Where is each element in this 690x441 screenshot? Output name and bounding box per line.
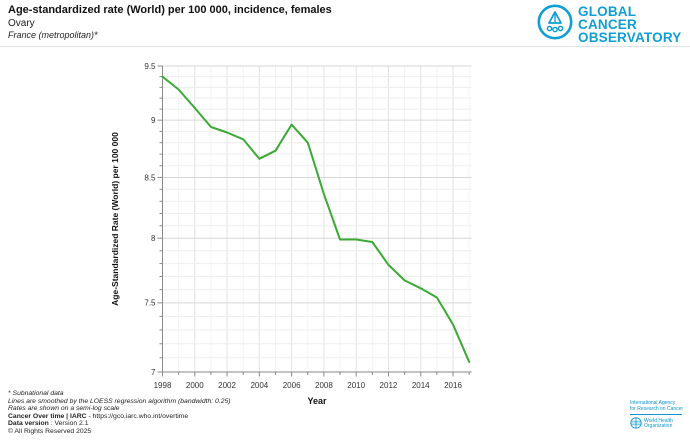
population-label: France (metropolitan)* <box>8 30 98 40</box>
source-name: Cancer Over time | IARC <box>8 412 87 420</box>
page-title: Age-standardized rate (World) per 100 00… <box>8 4 332 16</box>
who-name-line1: World Health <box>644 417 673 424</box>
gco-logo-text-line1: GLOBAL CANCER <box>578 4 637 32</box>
version-value: : Version 2.1 <box>48 420 89 427</box>
header-divider <box>0 46 690 47</box>
svg-text:2006: 2006 <box>283 381 301 390</box>
iarc-divider <box>630 414 682 416</box>
svg-text:8: 8 <box>151 234 156 243</box>
who-name-line2: Organization <box>644 423 673 430</box>
note-loess: Lines are smoothed by the LOESS regressi… <box>8 397 231 405</box>
data-version-line: Data version : Version 2.1 <box>8 420 231 428</box>
y-axis-title: Age-Standardized Rate (World) per 100 00… <box>110 132 120 306</box>
svg-text:2014: 2014 <box>412 381 430 390</box>
iarc-name-line2: for Research on Cancer <box>630 405 684 412</box>
svg-text:1998: 1998 <box>154 381 172 390</box>
svg-text:2016: 2016 <box>444 381 462 390</box>
version-label: Data version <box>8 420 49 427</box>
svg-text:9: 9 <box>151 116 156 125</box>
gco-logo: GLOBAL CANCER OBSERVATORY <box>536 3 690 46</box>
iarc-name-line1: International Agency <box>630 400 676 406</box>
cancer-site-label: Ovary <box>8 18 35 29</box>
svg-text:2002: 2002 <box>218 381 236 390</box>
svg-text:7.5: 7.5 <box>144 299 156 308</box>
iarc-who-logos: International Agency for Research on Can… <box>630 400 688 432</box>
svg-text:2008: 2008 <box>315 381 333 390</box>
svg-text:9.5: 9.5 <box>144 62 156 71</box>
gco-logo-text-line2: OBSERVATORY <box>578 30 682 45</box>
source-line: Cancer Over time | IARC - https://gco.ia… <box>8 413 231 421</box>
who-emblem-icon <box>630 417 642 432</box>
gco-logo-icon <box>536 3 574 46</box>
svg-text:2004: 2004 <box>250 381 268 390</box>
copyright-line: © All Rights Reserved 2025 <box>8 427 92 435</box>
svg-text:7: 7 <box>151 368 156 377</box>
note-subnational: * Subnational data <box>8 390 64 397</box>
svg-text:2010: 2010 <box>347 381 365 390</box>
note-semilog: Rates are shown on a semi-log scale <box>8 405 120 412</box>
svg-text:2000: 2000 <box>186 381 204 390</box>
trend-line <box>161 75 471 363</box>
svg-text:8.5: 8.5 <box>144 173 156 182</box>
svg-text:2012: 2012 <box>380 381 398 390</box>
footer-notes: * Subnational data Lines are smoothed by… <box>8 390 231 435</box>
source-url: - https://gco.iarc.who.int/overtime <box>86 412 189 420</box>
x-axis-title: Year <box>307 396 327 406</box>
